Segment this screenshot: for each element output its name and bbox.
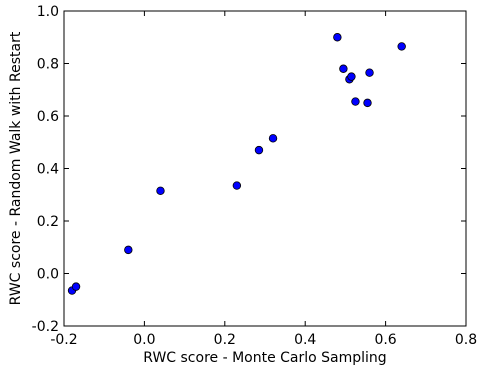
data-point: [333, 33, 342, 42]
data-point: [232, 181, 242, 190]
data-point: [347, 72, 356, 81]
y-tick-label: 0.8: [37, 57, 59, 73]
y-axis-ticks: -0.2 0.0 0.2 0.4 0.6 0.8 1.0: [32, 4, 466, 335]
y-tick-label: 0.0: [37, 267, 59, 283]
data-point: [254, 145, 264, 155]
data-point: [71, 282, 81, 291]
data-point: [363, 98, 372, 108]
data-point: [268, 134, 278, 143]
data-point: [339, 64, 348, 73]
x-tick-label: 0.8: [455, 332, 477, 348]
data-point: [124, 245, 133, 255]
x-tick-label: 0.6: [374, 332, 396, 348]
y-tick-label: 1.0: [37, 4, 59, 20]
scatter-points: [67, 33, 406, 295]
y-tick-label: 0.4: [37, 162, 59, 178]
data-point: [156, 186, 165, 196]
data-point: [365, 68, 374, 77]
y-tick-label: -0.2: [32, 319, 59, 335]
data-point: [397, 42, 406, 51]
y-axis-label: RWC score - Random Walk with Restart: [8, 31, 24, 305]
y-tick-label: 0.2: [37, 214, 59, 230]
x-tick-label: 0.0: [133, 332, 155, 348]
x-axis-label: RWC score - Monte Carlo Sampling: [143, 350, 386, 366]
y-tick-label: 0.6: [37, 109, 59, 125]
plot-area-frame: [63, 10, 467, 327]
x-axis-ticks: -0.2 0.0 0.2 0.4 0.6 0.8: [50, 11, 477, 348]
x-tick-label: -0.2: [50, 332, 77, 348]
x-tick-label: 0.4: [294, 332, 316, 348]
data-point: [351, 97, 360, 106]
x-tick-label: 0.2: [214, 332, 236, 348]
